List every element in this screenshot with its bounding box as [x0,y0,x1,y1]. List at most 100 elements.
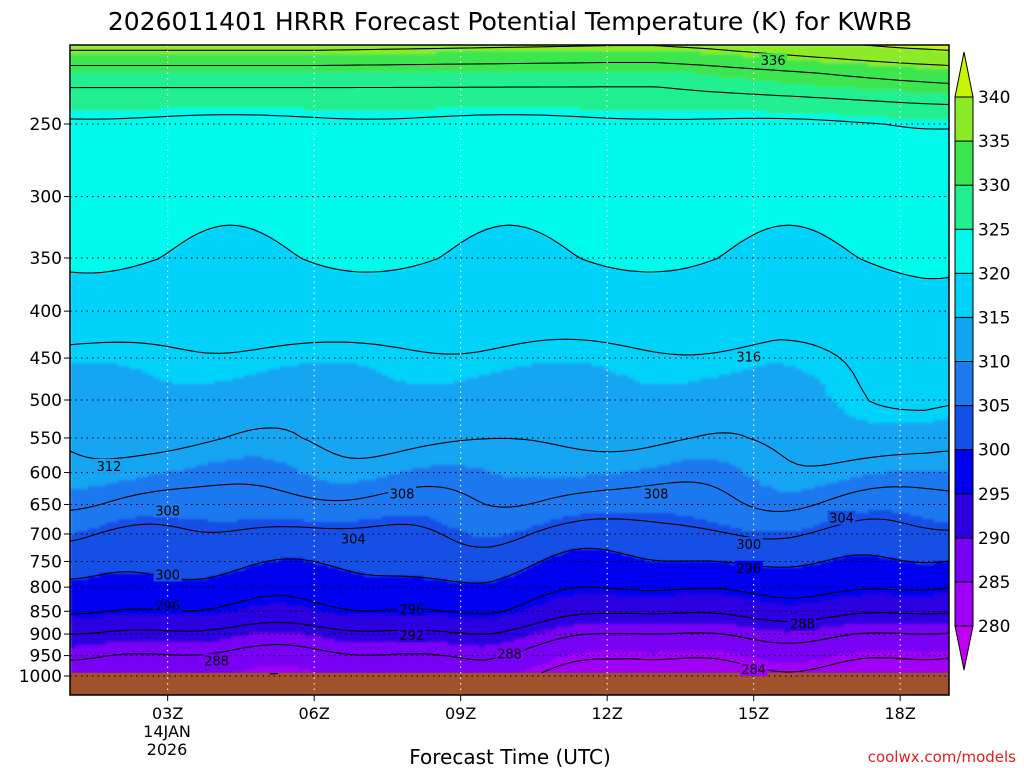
band-cell [526,66,533,70]
band-cell [934,66,941,70]
band-cell [406,45,413,49]
band-cell [94,102,101,106]
band-cell [268,102,275,106]
band-cell [640,51,647,55]
band-cell [136,84,143,88]
band-cell [142,93,149,97]
band-cell [700,81,707,85]
band-cell [898,66,905,70]
band-cell [70,102,77,106]
band-cell [502,102,509,106]
band-cell [700,75,707,79]
band-cell [946,60,949,64]
band-cell [916,99,923,103]
band-cell [202,51,209,55]
band-cell [742,93,749,97]
band-cell [616,81,623,85]
band-cell [592,75,599,79]
band-cell [196,45,203,49]
band-cell [364,57,371,61]
band-cell [898,54,905,58]
band-cell [136,63,143,67]
band-cell [244,93,251,97]
band-cell [340,81,347,85]
band-cell [676,60,683,64]
band-cell [154,66,161,70]
band-cell [814,78,821,82]
band-cell [184,60,191,64]
band-cell [568,63,575,67]
band-cell [658,75,665,79]
band-cell [100,57,107,61]
band-cell [568,102,575,106]
band-cell [274,66,281,70]
band-cell [382,90,389,94]
band-cell [256,78,263,82]
band-cell [226,102,233,106]
band-cell [682,57,689,61]
band-cell [328,87,335,91]
band-cell [736,60,743,64]
band-cell [694,102,701,106]
band-cell [484,57,491,61]
band-cell [130,102,137,106]
band-cell [694,78,701,82]
band-cell [106,87,113,91]
band-cell [772,45,779,49]
band-cell [574,57,581,61]
band-cell [550,51,557,55]
band-cell [616,96,623,100]
band-cell [634,45,641,49]
band-cell [154,63,161,67]
band-cell [586,87,593,91]
band-cell [742,102,749,106]
band-cell [814,75,821,79]
band-cell [358,90,365,94]
band-cell [388,102,395,106]
band-cell [826,69,833,73]
band-cell [514,75,521,79]
band-cell [904,87,911,91]
band-cell [478,84,485,88]
band-cell [490,60,497,64]
band-cell [568,87,575,91]
band-cell [592,45,599,49]
band-cell [544,48,551,52]
band-cell [604,57,611,61]
band-cell [820,48,827,52]
band-cell [250,81,257,85]
band-cell [316,51,323,55]
band-cell [316,45,323,49]
band-cell [364,81,371,85]
band-cell [934,99,941,103]
band-cell [916,60,923,64]
band-cell [310,66,317,70]
band-cell [496,66,503,70]
band-cell [904,81,911,85]
band-cell [808,66,815,70]
band-cell [178,66,185,70]
band-cell [310,57,317,61]
band-cell [406,90,413,94]
band-cell [226,78,233,82]
band-cell [778,72,785,76]
band-cell [226,81,233,85]
band-cell [478,48,485,52]
band-cell [928,60,935,64]
band-cell [478,81,485,85]
band-cell [328,75,335,79]
band-cell [394,45,401,49]
band-cell [124,90,131,94]
band-cell [808,48,815,52]
band-cell [268,60,275,64]
band-cell [856,81,863,85]
band-cell [640,54,647,58]
band-cell [712,81,719,85]
band-cell [394,99,401,103]
band-cell [820,81,827,85]
band-cell [520,60,527,64]
band-cell [298,93,305,97]
band-cell [796,57,803,61]
band-cell [424,93,431,97]
band-cell [394,81,401,85]
